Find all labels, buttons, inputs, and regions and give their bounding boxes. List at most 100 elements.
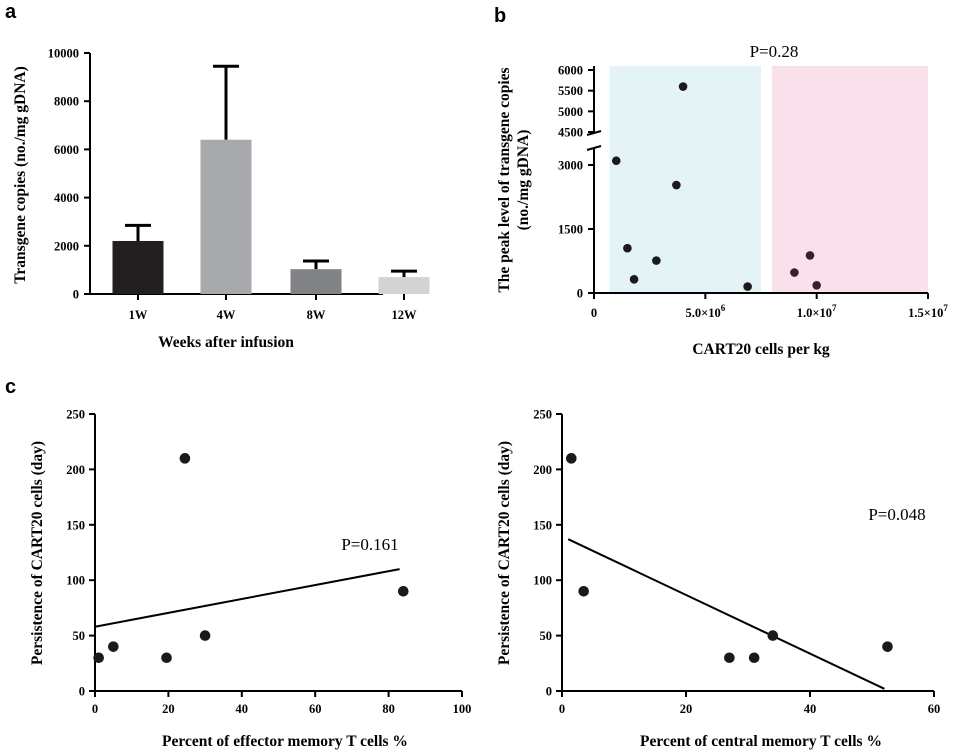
panel-label-a: a (5, 1, 17, 23)
chart-c-right-fit-line (567, 538, 885, 690)
chart-a-x-tick-label: 8W (307, 308, 326, 322)
chart-c-left-y-tick-label: 100 (66, 574, 85, 588)
chart-a-bar (112, 240, 164, 294)
chart-b-shaded-region (609, 66, 761, 293)
chart-b-point (812, 281, 821, 290)
chart-c-left-x-tick-label: 0 (92, 702, 98, 716)
chart-c-right-y-tick-label: 50 (540, 629, 553, 643)
chart-b-point (790, 268, 799, 277)
chart-b-point (629, 275, 639, 284)
chart-b-y-tick-label: 3000 (558, 159, 583, 173)
chart-c-left-x-tick-label: 20 (162, 702, 175, 716)
chart-b-point (672, 180, 681, 190)
chart-c-right-xlabel: Percent of central memory T cells % (640, 733, 882, 750)
chart-a-bar (290, 269, 342, 294)
chart-b-y-tick-label: 5000 (558, 105, 583, 119)
chart-c-left: 0 50 100 150 200 250 0 20 40 60 80 100 P=0.161 Perc… (29, 408, 471, 751)
chart-b-y-tick-label: 4500 (558, 126, 583, 140)
chart-c-left-y-tick-label: 250 (66, 408, 85, 422)
chart-b-y-tick-label: 6000 (558, 64, 583, 78)
chart-c-right-ylabel: Persistence of CART20 cells (day) (496, 441, 513, 665)
chart-a-y-tick-label: 10000 (48, 47, 79, 61)
chart-b-axis-break-mark (586, 145, 602, 151)
chart-b-x-tick-label: 0 (591, 306, 597, 320)
chart-c-right: 0 50 100 150 200 250 0 20 40 60 P=0.048 Percent o… (496, 408, 940, 751)
chart-c-left-point (179, 453, 191, 464)
chart-b-point (678, 82, 688, 91)
chart-c-right-y-tick-label: 0 (546, 685, 552, 699)
chart-c-right-annotation: P=0.048 (868, 505, 925, 524)
chart-a-y-tick-label: 0 (73, 288, 79, 302)
chart-c-left-y-tick-label: 50 (73, 629, 86, 643)
chart-c-right-marks: 0 50 100 150 200 250 0 20 40 60 (533, 408, 940, 717)
chart-b-x-tick-label: 5.0×106 (685, 303, 725, 320)
panel-label-c: c (5, 376, 16, 398)
chart-b-xlabel: CART20 cells per kg (692, 341, 830, 358)
chart-c-left-marks: 0 50 100 150 200 250 0 20 40 60 80 100 (66, 408, 471, 717)
chart-c-right-y-tick-label: 150 (533, 518, 552, 532)
chart-b-point (743, 282, 752, 291)
chart-b-y-tick-label: 1500 (558, 223, 583, 237)
chart-b-annotation: P=0.28 (750, 42, 799, 61)
chart-c-left-y-tick-label: 150 (66, 518, 85, 532)
chart-a-bar (378, 277, 430, 294)
chart-c-left-y-tick-label: 200 (66, 463, 85, 477)
chart-b-x-tick-exponent: 7 (943, 303, 948, 313)
chart-b-point (805, 251, 815, 260)
chart-b-x-tick-label: 1.0×107 (797, 303, 837, 320)
chart-c-right-y-tick-label: 200 (533, 463, 552, 477)
chart-a-marks: 0 2000 4000 6000 8000 10000 1W 4W 8W 12W (48, 47, 430, 322)
chart-a-y-tick-label: 2000 (54, 239, 79, 253)
chart-c-right-point (767, 630, 779, 641)
chart-c-left-annotation: P=0.161 (341, 535, 398, 554)
chart-a-x-tick-label: 1W (129, 308, 148, 322)
chart-b-point (611, 156, 621, 166)
chart-c-right-y-tick-label: 250 (533, 408, 552, 422)
chart-a: 0 2000 4000 6000 8000 10000 1W 4W 8W 12W Weeks af… (12, 47, 430, 351)
chart-b: 4500 5000 5500 6000 0 1500 3000 0 5.0×106 1.0×107… (496, 42, 948, 358)
chart-a-y-tick-label: 8000 (54, 95, 79, 109)
chart-c-left-x-tick-label: 80 (382, 702, 395, 716)
chart-c-left-point (108, 641, 119, 652)
chart-a-x-tick-label: 4W (217, 308, 236, 322)
chart-c-right-x-tick-label: 60 (928, 702, 941, 716)
chart-a-y-tick-label: 6000 (54, 143, 79, 157)
chart-c-left-fit-line (94, 568, 400, 628)
chart-c-right-point (724, 652, 735, 664)
chart-c-left-point (161, 652, 172, 664)
chart-c-left-x-tick-label: 40 (236, 702, 249, 716)
chart-b-x-tick-label: 1.5×107 (908, 303, 948, 320)
chart-c-right-point (748, 652, 760, 664)
chart-c-left-x-tick-label: 100 (453, 702, 472, 716)
chart-b-x-tick-exponent: 7 (832, 303, 837, 313)
chart-b-y-tick-label: 0 (577, 287, 583, 301)
chart-c-left-xlabel: Percent of effector memory T cells % (162, 733, 408, 750)
chart-c-left-ylabel: Persistence of CART20 cells (day) (29, 441, 46, 665)
chart-c-right-point (882, 641, 893, 652)
chart-b-ylabel-line1: The peak level of transgene copies (496, 67, 513, 292)
chart-c-right-point (578, 585, 589, 597)
chart-c-right-point (566, 453, 577, 464)
chart-b-ylabel-line2: (no./mg gDNA) (515, 130, 532, 231)
chart-c-left-point (397, 585, 409, 597)
chart-b-x-tick-exponent: 6 (721, 303, 726, 313)
chart-c-right-x-tick-label: 20 (680, 702, 693, 716)
chart-c-right-y-tick-label: 100 (533, 574, 552, 588)
chart-c-right-x-tick-label: 0 (559, 702, 565, 716)
chart-a-x-tick-label: 12W (392, 308, 418, 322)
chart-b-point (652, 256, 661, 265)
chart-b-shaded-region (772, 66, 928, 293)
panel-label-b: b (494, 5, 506, 27)
chart-c-right-x-tick-label: 40 (804, 702, 817, 716)
chart-c-left-x-tick-label: 60 (309, 702, 322, 716)
chart-c-left-point (199, 630, 211, 641)
chart-a-xlabel: Weeks after infusion (158, 334, 294, 351)
chart-c-left-point (93, 652, 104, 664)
chart-b-y-tick-label: 5500 (558, 84, 583, 98)
chart-a-y-tick-label: 4000 (54, 191, 79, 205)
chart-a-ylabel: Transgene copies (no./mg gDNA) (12, 66, 29, 284)
chart-b-point (623, 243, 632, 253)
chart-c-left-y-tick-label: 0 (79, 685, 85, 699)
chart-a-bar (200, 139, 252, 294)
